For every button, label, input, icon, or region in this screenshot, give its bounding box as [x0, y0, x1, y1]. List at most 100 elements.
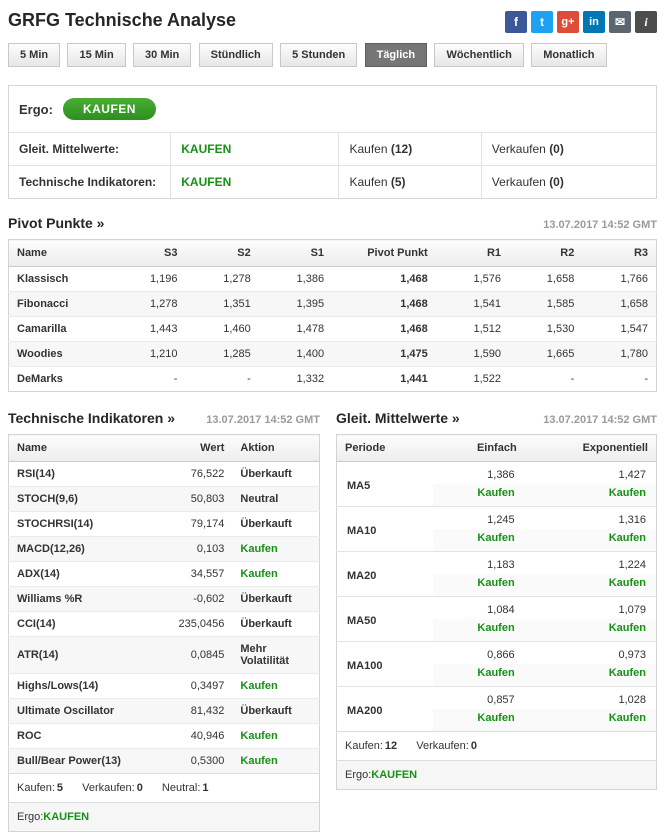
ma-exponential-action: Kaufen	[524, 574, 657, 597]
moving-averages-section-header: Gleit. Mittelwerte » 13.07.2017 14:52 GM…	[336, 410, 657, 426]
pivot-timestamp: 13.07.2017 14:52 GMT	[543, 219, 657, 231]
indicator-action: Überkauft	[232, 698, 320, 724]
pivot-method-name: Woodies	[8, 341, 113, 367]
pivot-point-value: 1,468	[332, 316, 436, 342]
indicator-name: Williams %R	[8, 586, 158, 612]
timeframe-tab[interactable]: 5 Stunden	[280, 43, 358, 67]
social-share-icon[interactable]: t	[531, 11, 553, 33]
pivot-col-r1: R1	[435, 239, 510, 267]
pivot-r2-value: 1,530	[509, 316, 583, 342]
ma-simple-action: Kaufen	[432, 619, 525, 642]
buy-count-value: 5	[56, 782, 64, 794]
pivot-point-value: 1,468	[332, 291, 436, 317]
ma-exponential-action: Kaufen	[524, 529, 657, 552]
indicator-row: Ultimate Oscillator 81,432 Überkauft	[8, 698, 320, 724]
ma-exponential-value: 1,427	[524, 461, 657, 484]
pivot-r3-value: 1,658	[582, 291, 657, 317]
pivot-method-name: Fibonacci	[8, 291, 113, 317]
pivot-s2-value: 1,278	[185, 266, 259, 292]
indicator-value: 0,103	[157, 536, 233, 562]
pivot-row: Woodies 1,210 1,285 1,400 1,475 1,590 1,…	[8, 341, 657, 367]
pivot-r3-value: -	[582, 366, 657, 392]
pivot-method-name: Camarilla	[8, 316, 113, 342]
indicator-name: STOCHRSI(14)	[8, 511, 158, 537]
buy-count-value: 12	[384, 740, 398, 752]
ma-simple-value: 1,183	[432, 551, 525, 574]
buy-count-label: Kaufen:	[345, 740, 383, 752]
pivot-title-link[interactable]: Pivot Punkte »	[8, 215, 105, 231]
indicators-buy-count: Kaufen: 5	[17, 782, 63, 794]
social-share-icon[interactable]: in	[583, 11, 605, 33]
ma-exponential-action: Kaufen	[524, 484, 657, 507]
ma-period: MA200	[336, 686, 433, 732]
social-share-icon[interactable]: f	[505, 11, 527, 33]
indicator-row: STOCH(9,6) 50,803 Neutral	[8, 486, 320, 512]
indicator-row: ATR(14) 0,0845 Mehr Volatilität	[8, 636, 320, 674]
sell-count-value: 0	[136, 782, 143, 794]
ma-exponential-action: Kaufen	[524, 664, 657, 687]
timeframe-tab[interactable]: Stündlich	[198, 43, 273, 67]
pivot-row: Fibonacci 1,278 1,351 1,395 1,468 1,541 …	[8, 291, 657, 317]
ma-exponential-value: 1,028	[524, 686, 657, 709]
indicators-title-link[interactable]: Technische Indikatoren »	[8, 410, 176, 426]
ma-exponential-value: 1,224	[524, 551, 657, 574]
timeframe-tab[interactable]: 15 Min	[67, 43, 126, 67]
two-column-area: Technische Indikatoren » 13.07.2017 14:5…	[8, 410, 657, 832]
ma-period: MA5	[336, 461, 433, 507]
pivot-s1-value: 1,386	[258, 266, 333, 292]
summary-row-label: Gleit. Mittelwerte:	[9, 132, 171, 166]
indicator-row: STOCHRSI(14) 79,174 Überkauft	[8, 511, 320, 537]
social-share-icon[interactable]: i	[635, 11, 657, 33]
pivot-s3-value: 1,210	[112, 341, 186, 367]
indicator-name: CCI(14)	[8, 611, 158, 637]
summary-row-buy: Kaufen (5)	[338, 165, 482, 198]
ma-value-row: MA10 1,245 1,316	[336, 506, 657, 552]
moving-averages-panel: Gleit. Mittelwerte » 13.07.2017 14:52 GM…	[336, 410, 657, 790]
social-glyph: in	[589, 16, 599, 28]
indicator-name: STOCH(9,6)	[8, 486, 158, 512]
timeframe-tab[interactable]: 5 Min	[8, 43, 61, 67]
indicator-name: MACD(12,26)	[8, 536, 158, 562]
indicator-name: Highs/Lows(14)	[8, 673, 158, 699]
timeframe-tab[interactable]: Wöchentlich	[434, 43, 524, 67]
indicator-row: Highs/Lows(14) 0,3497 Kaufen	[8, 673, 320, 699]
ma-period: MA50	[336, 596, 433, 642]
ma-ergo-row: Ergo:KAUFEN	[336, 760, 657, 790]
pivot-row: Camarilla 1,443 1,460 1,478 1,468 1,512 …	[8, 316, 657, 342]
ma-counts-row: Kaufen: 12 Verkaufen: 0	[336, 731, 657, 761]
pivot-col-s3: S3	[112, 239, 186, 267]
indicator-value: -0,602	[157, 586, 233, 612]
indicator-value: 81,432	[157, 698, 233, 724]
pivot-r2-value: 1,658	[509, 266, 583, 292]
pivot-col-s1: S1	[258, 239, 333, 267]
social-glyph: t	[540, 15, 544, 29]
indicator-action: Kaufen	[232, 723, 320, 749]
social-share-icon[interactable]: ✉	[609, 11, 631, 33]
indicators-section-header: Technische Indikatoren » 13.07.2017 14:5…	[8, 410, 320, 426]
summary-row: Technische Indikatoren: KAUFEN Kaufen (5…	[9, 165, 656, 198]
ma-col-simple: Einfach	[432, 434, 525, 462]
pivot-s2-value: -	[185, 366, 259, 392]
ma-exponential-action: Kaufen	[524, 619, 657, 642]
ma-simple-value: 1,245	[432, 506, 525, 529]
summary-row: Gleit. Mittelwerte: KAUFEN Kaufen (12) V…	[9, 132, 656, 166]
moving-averages-title-link[interactable]: Gleit. Mittelwerte »	[336, 410, 460, 426]
indicator-action: Kaufen	[232, 536, 320, 562]
pivot-s3-value: 1,196	[112, 266, 186, 292]
social-glyph: g+	[561, 16, 575, 28]
ma-simple-value: 1,386	[432, 461, 525, 484]
ma-col-exponential: Exponentiell	[524, 434, 657, 462]
pivot-point-value: 1,468	[332, 266, 436, 292]
timeframe-tab[interactable]: Täglich	[364, 43, 428, 67]
indicator-action: Überkauft	[232, 611, 320, 637]
indicators-ergo-row: Ergo:KAUFEN	[8, 802, 320, 832]
moving-averages-table: Periode Einfach Exponentiell MA5 1,386 1…	[336, 434, 657, 790]
indicator-value: 50,803	[157, 486, 233, 512]
pivot-r2-value: -	[509, 366, 583, 392]
pivot-col-name: Name	[8, 239, 113, 267]
indicator-row: ROC 40,946 Kaufen	[8, 723, 320, 749]
social-share-icon[interactable]: g+	[557, 11, 579, 33]
timeframe-tab[interactable]: 30 Min	[133, 43, 192, 67]
timeframe-tab[interactable]: Monatlich	[531, 43, 607, 67]
indicator-action: Mehr Volatilität	[232, 636, 320, 674]
